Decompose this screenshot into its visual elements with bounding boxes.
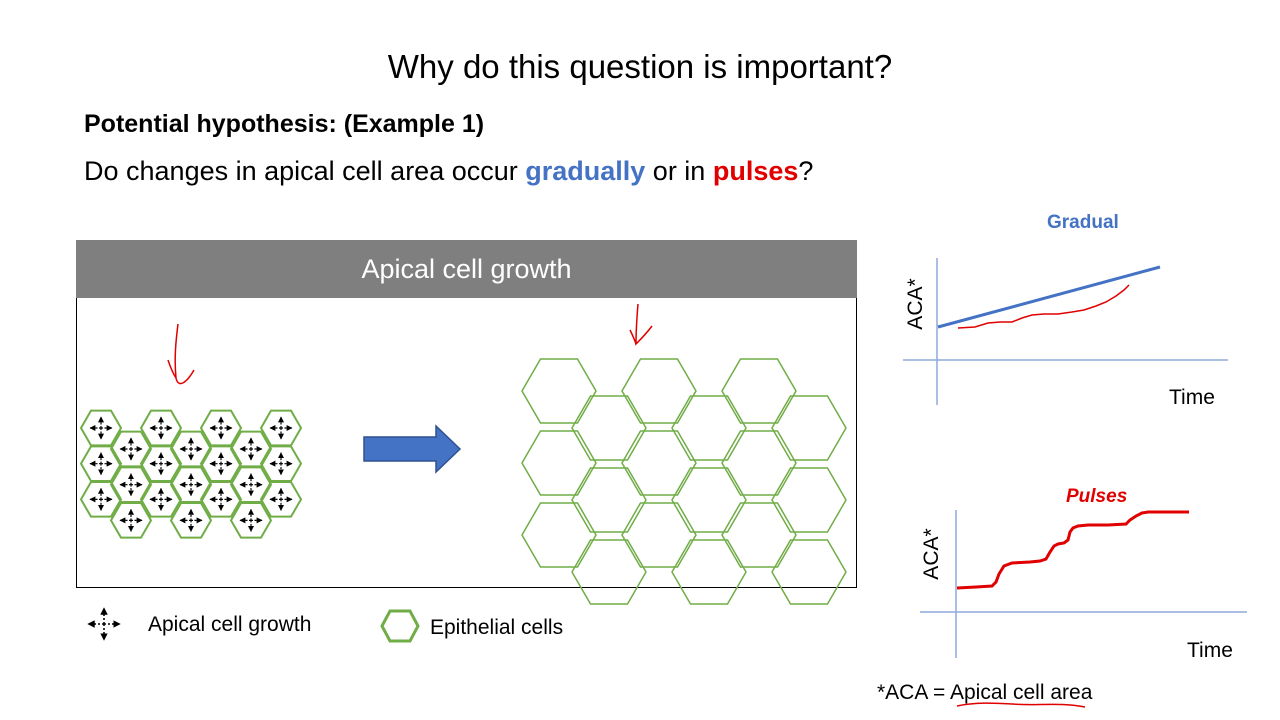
hypothesis-heading: Potential hypothesis: (Example 1) (84, 110, 485, 138)
growth-arrow-icon (149, 416, 173, 440)
large-cell-hexagon (621, 358, 697, 424)
large-cell-hexagon (521, 502, 597, 568)
pulses-y-label: ACA* (920, 528, 943, 580)
growth-arrow-icon (239, 508, 263, 532)
small-cell-hexagon (199, 445, 243, 483)
question-suffix: ? (798, 156, 814, 186)
growth-arrow-icon (119, 437, 143, 461)
small-cell-hexagon (79, 409, 123, 447)
large-cell-grid (521, 358, 847, 605)
gradual-x-label: Time (1169, 386, 1215, 409)
gradual-plot (903, 258, 1228, 405)
diagram-header: Apical cell growth (76, 240, 857, 298)
growth-arrow-icon (179, 508, 203, 532)
growth-arrow-icon (209, 452, 233, 476)
small-cell-hexagon (199, 409, 243, 447)
red-arrow-left (167, 323, 195, 385)
footnote-prefix: *ACA = (877, 681, 950, 704)
large-cell-hexagon (571, 467, 647, 533)
small-cell-hexagon (259, 445, 303, 483)
growth-arrow-icon (89, 416, 113, 440)
small-cell-hexagon (79, 481, 123, 518)
large-cell-hexagon (571, 539, 647, 605)
legend-growth-icon (87, 607, 121, 641)
small-cell-hexagon (229, 430, 273, 468)
growth-arrow-icon (269, 416, 293, 440)
growth-icon-grid (89, 416, 293, 532)
legend-cells-label: Epithelial cells (430, 616, 564, 639)
gradual-plot-title: Gradual (1047, 212, 1119, 233)
large-cell-hexagon (521, 358, 597, 424)
large-cell-hexagon (771, 395, 847, 461)
growth-arrow-icon (269, 487, 293, 511)
legend-growth-label: Apical cell growth (148, 613, 312, 636)
growth-arrow-icon (149, 487, 173, 511)
pulses-red-step-line (956, 510, 1189, 590)
large-cell-hexagon (721, 430, 797, 496)
growth-arrow-icon (119, 508, 143, 532)
growth-arrow-icon (239, 437, 263, 461)
growth-arrow-icon (209, 487, 233, 511)
red-arrow-right (629, 303, 653, 346)
small-cell-hexagon (169, 466, 213, 504)
small-cell-hexagon (109, 430, 153, 468)
question-pulse-word: pulses (712, 156, 799, 186)
small-cell-hexagon (199, 481, 243, 518)
growth-arrow-icon (149, 452, 173, 476)
large-cell-hexagon (771, 467, 847, 533)
growth-arrow-icon (179, 473, 203, 497)
large-cell-hexagon (721, 358, 797, 424)
gradual-y-label: ACA* (904, 278, 927, 330)
slide-title: Why do this question is important? (387, 48, 893, 85)
growth-arrow-icon (119, 473, 143, 497)
small-cell-hexagon (169, 502, 213, 539)
large-cell-hexagon (671, 539, 747, 605)
small-cell-hexagon (229, 502, 273, 539)
small-cell-hexagon (229, 466, 273, 504)
growth-arrow-icon (89, 452, 113, 476)
large-cell-hexagon (521, 430, 597, 496)
small-cell-hexagon (109, 502, 153, 539)
pulses-x-label: Time (1187, 639, 1233, 662)
gradual-blue-line (937, 265, 1161, 329)
large-cell-hexagon (671, 395, 747, 461)
question-gradual-word: gradually (525, 156, 646, 186)
small-cell-hexagon (169, 430, 213, 468)
footnote: *ACA = Apical cell area (877, 681, 1092, 705)
large-cell-hexagon (621, 502, 697, 568)
question-prefix: Do changes in apical cell area occur (84, 156, 526, 186)
legend-hexagon-icon (380, 609, 420, 643)
large-cell-hexagon (671, 467, 747, 533)
large-cell-hexagon (721, 502, 797, 568)
large-cell-hexagon (571, 395, 647, 461)
growth-arrow-icon (89, 487, 113, 511)
pulses-plot-title: Pulses (1066, 486, 1128, 507)
small-cell-hexagon (79, 445, 123, 483)
small-cell-hexagon (259, 409, 303, 447)
question-text: Do changes in apical cell area occur gra… (84, 156, 813, 187)
small-cell-hexagon (109, 466, 153, 504)
footnote-underline (956, 702, 1086, 708)
diagram-panel (76, 298, 857, 588)
pulses-plot (920, 510, 1247, 658)
large-cell-hexagon (771, 539, 847, 605)
question-middle: or in (645, 156, 713, 186)
growth-arrow-icon (269, 452, 293, 476)
small-cell-hexagon (139, 445, 183, 483)
large-cell-hexagon (621, 430, 697, 496)
growth-arrow-icon (179, 437, 203, 461)
blue-arrow (363, 424, 462, 474)
growth-arrow-icon (209, 416, 233, 440)
small-cell-grid (79, 409, 303, 539)
gradual-red-curve (957, 284, 1130, 329)
small-cell-hexagon (139, 409, 183, 447)
small-cell-hexagon (139, 481, 183, 518)
growth-arrow-icon (239, 473, 263, 497)
small-cell-hexagon (259, 481, 303, 518)
footnote-term: Apical cell area (949, 681, 1093, 704)
